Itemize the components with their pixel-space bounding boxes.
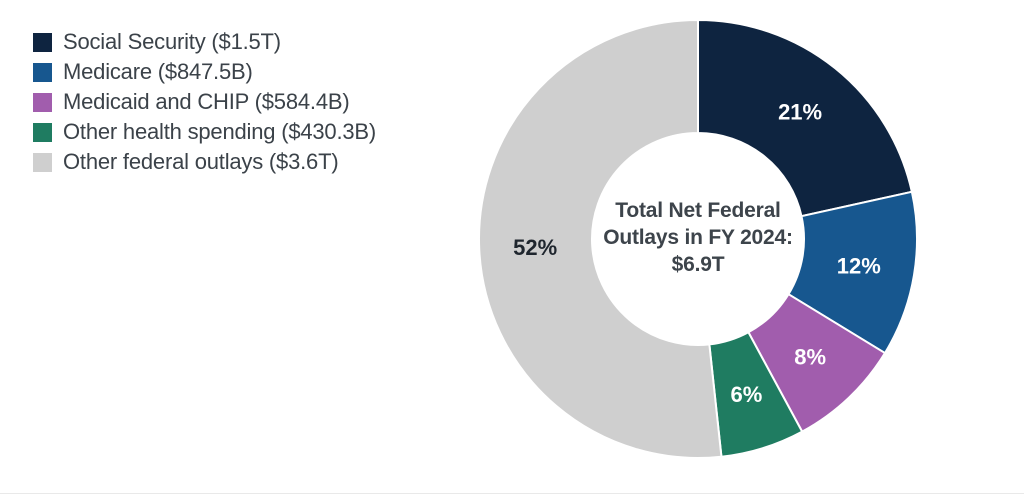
legend-label: Medicare ($847.5B) bbox=[63, 59, 253, 84]
legend-swatch-medicaid-chip bbox=[33, 92, 52, 112]
legend-label: Medicaid and CHIP ($584.4B) bbox=[63, 89, 350, 114]
legend-item-social-security: Social Security ($1.5T) bbox=[33, 27, 376, 57]
slice-percent-label-social-security: 21% bbox=[778, 99, 822, 124]
donut-svg: 21% 12% 8% 6% 52% bbox=[477, 18, 918, 459]
legend-label: Other federal outlays ($3.6T) bbox=[63, 149, 339, 174]
legend-item-medicare: Medicare ($847.5B) bbox=[33, 57, 376, 87]
chart-legend: Social Security ($1.5T) Medicare ($847.5… bbox=[33, 27, 376, 177]
donut-chart: 21% 12% 8% 6% 52% Total Net Federal Outlays … bbox=[468, 9, 928, 469]
center-label-line-1: Total Net Federal bbox=[615, 199, 781, 222]
legend-label: Other health spending ($430.3B) bbox=[63, 119, 377, 144]
slice-percent-label-other-health-spending: 6% bbox=[731, 382, 763, 407]
legend-swatch-social-security bbox=[33, 32, 52, 52]
slice-percent-label-medicaid-and-chip: 8% bbox=[794, 345, 826, 370]
legend-item-other-health: Other health spending ($430.3B) bbox=[33, 117, 376, 147]
legend-swatch-other-federal bbox=[33, 152, 52, 172]
legend-swatch-medicare bbox=[33, 62, 52, 82]
legend-label: Social Security ($1.5T) bbox=[63, 29, 281, 54]
center-label-line-3: $6.9T bbox=[671, 253, 725, 276]
donut-center-label: Total Net Federal Outlays in FY 2024: $6… bbox=[568, 197, 828, 278]
donut-slice-social-security bbox=[697, 18, 914, 218]
slice-percent-label-other-federal-outlays: 52% bbox=[513, 235, 557, 260]
bottom-divider bbox=[0, 493, 1024, 494]
legend-swatch-other-health bbox=[33, 122, 52, 142]
donut-slice-other-federal-outlays bbox=[477, 18, 723, 459]
slice-percent-label-medicare: 12% bbox=[837, 253, 881, 278]
legend-item-medicaid-chip: Medicaid and CHIP ($584.4B) bbox=[33, 87, 376, 117]
legend-item-other-federal: Other federal outlays ($3.6T) bbox=[33, 147, 376, 177]
center-label-line-2: Outlays in FY 2024: bbox=[603, 226, 793, 249]
